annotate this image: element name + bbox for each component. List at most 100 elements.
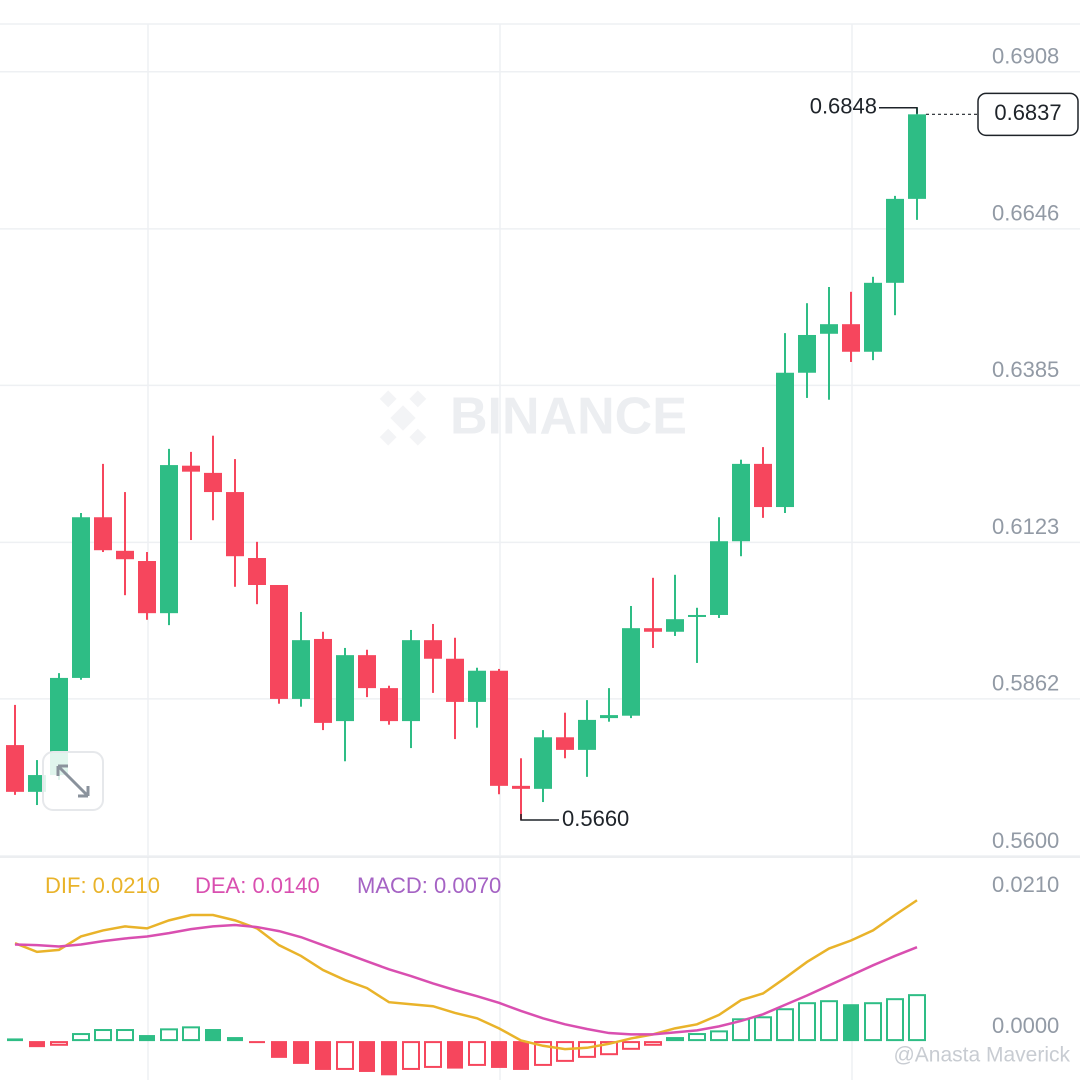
- candle-body: [798, 334, 816, 373]
- macd-bar: [776, 1008, 794, 1042]
- macd-bar: [688, 1033, 706, 1042]
- y-tick-label: 0.0210: [992, 872, 1059, 897]
- macd-bar: [491, 1041, 507, 1068]
- y-tick-label: 0.6646: [992, 201, 1059, 226]
- macd-bar: [315, 1041, 331, 1070]
- candle-body: [380, 688, 398, 722]
- credit: @Anasta Maverick: [893, 1044, 1070, 1067]
- macd-bar: [534, 1041, 552, 1066]
- candle-body: [336, 655, 354, 722]
- macd-bar: [843, 1004, 859, 1042]
- macd-bar: [359, 1041, 375, 1072]
- last-price-label: 0.6837: [994, 100, 1061, 125]
- macd-bar: [227, 1037, 243, 1042]
- macd-bar: [447, 1041, 463, 1069]
- candle-body: [182, 465, 200, 472]
- low-leader: [520, 814, 559, 821]
- candle-body: [160, 465, 178, 614]
- candle-body: [600, 715, 618, 719]
- y-tick-label: 0.0000: [992, 1013, 1059, 1038]
- candle-body: [534, 737, 552, 789]
- candle-body: [270, 584, 288, 699]
- high-label: 0.6848: [810, 94, 877, 119]
- candle-body: [292, 640, 310, 699]
- candle-body: [908, 114, 926, 199]
- macd-bar: [7, 1038, 23, 1042]
- candle-body: [556, 737, 574, 750]
- watermark-logo: [379, 390, 427, 446]
- macd-bar: [249, 1041, 265, 1044]
- macd-bar: [468, 1041, 486, 1066]
- candle-body: [512, 785, 530, 789]
- macd-bar: [29, 1041, 45, 1048]
- macd-bar: [293, 1041, 309, 1064]
- low-label: 0.5660: [562, 806, 629, 831]
- macd-bar: [820, 1000, 838, 1042]
- candle-body: [358, 655, 376, 689]
- macd-bar: [160, 1028, 178, 1042]
- candle-body: [886, 198, 904, 283]
- candle-body: [50, 677, 68, 776]
- candle-body: [446, 658, 464, 702]
- high-leader: [879, 106, 918, 114]
- macd-bar: [886, 998, 904, 1042]
- macd-bar: [864, 1002, 882, 1042]
- candle-body: [710, 541, 728, 615]
- candle-body: [666, 619, 684, 632]
- macd-bar: [182, 1026, 200, 1042]
- macd-bar: [94, 1029, 112, 1042]
- candle-body: [314, 638, 332, 723]
- macd-bar: [139, 1035, 155, 1042]
- candle-body: [644, 628, 662, 632]
- candle-body: [116, 550, 134, 560]
- y-tick-label: 0.6123: [992, 514, 1059, 539]
- macd-bar: [908, 994, 926, 1042]
- macd-bar: [72, 1033, 90, 1042]
- candle-body: [226, 492, 244, 557]
- candle-body: [622, 628, 640, 716]
- macd-bar: [754, 1016, 772, 1042]
- expand-button[interactable]: [42, 751, 104, 811]
- candle-body: [864, 282, 882, 352]
- candle-body: [6, 745, 24, 792]
- candle-body: [820, 324, 838, 334]
- macd-bar: [205, 1029, 221, 1042]
- macd-bar: [424, 1041, 442, 1068]
- candle-body: [28, 775, 46, 792]
- y-tick-label: 0.6908: [992, 44, 1059, 69]
- candle-body: [490, 670, 508, 786]
- candle-body: [138, 561, 156, 614]
- candle-body: [688, 614, 706, 617]
- macd-bar: [556, 1041, 574, 1062]
- macd-bar: [644, 1041, 662, 1046]
- candle-body: [578, 719, 596, 750]
- macd-bar: [710, 1030, 728, 1042]
- candle-body: [468, 670, 486, 702]
- candle-body: [754, 463, 772, 508]
- y-tick-label: 0.5862: [992, 671, 1059, 696]
- legend-entry: DEA: 0.0140: [195, 873, 320, 898]
- candle-body: [776, 372, 794, 508]
- candle-body: [248, 558, 266, 585]
- legend-entry: DIF: 0.0210: [45, 873, 160, 898]
- macd-bar: [271, 1041, 287, 1058]
- macd-bar: [666, 1037, 684, 1042]
- candle-body: [842, 324, 860, 352]
- candle-body: [732, 463, 750, 542]
- macd-bar: [513, 1041, 529, 1070]
- y-tick-label: 0.6385: [992, 357, 1059, 382]
- macd-bar: [622, 1041, 640, 1050]
- macd-bar: [402, 1041, 420, 1070]
- macd-line: [14, 923, 918, 1036]
- last-price-box: [977, 92, 1079, 137]
- macd-bar: [578, 1041, 596, 1058]
- candle-body: [94, 517, 112, 551]
- y-tick-label: 0.5600: [992, 828, 1059, 853]
- macd-bar: [50, 1041, 68, 1046]
- macd-bar: [798, 1002, 816, 1042]
- macd-line: [14, 899, 918, 1051]
- legend-entry: MACD: 0.0070: [357, 873, 501, 898]
- candle-body: [72, 517, 90, 678]
- candle-body: [204, 472, 222, 493]
